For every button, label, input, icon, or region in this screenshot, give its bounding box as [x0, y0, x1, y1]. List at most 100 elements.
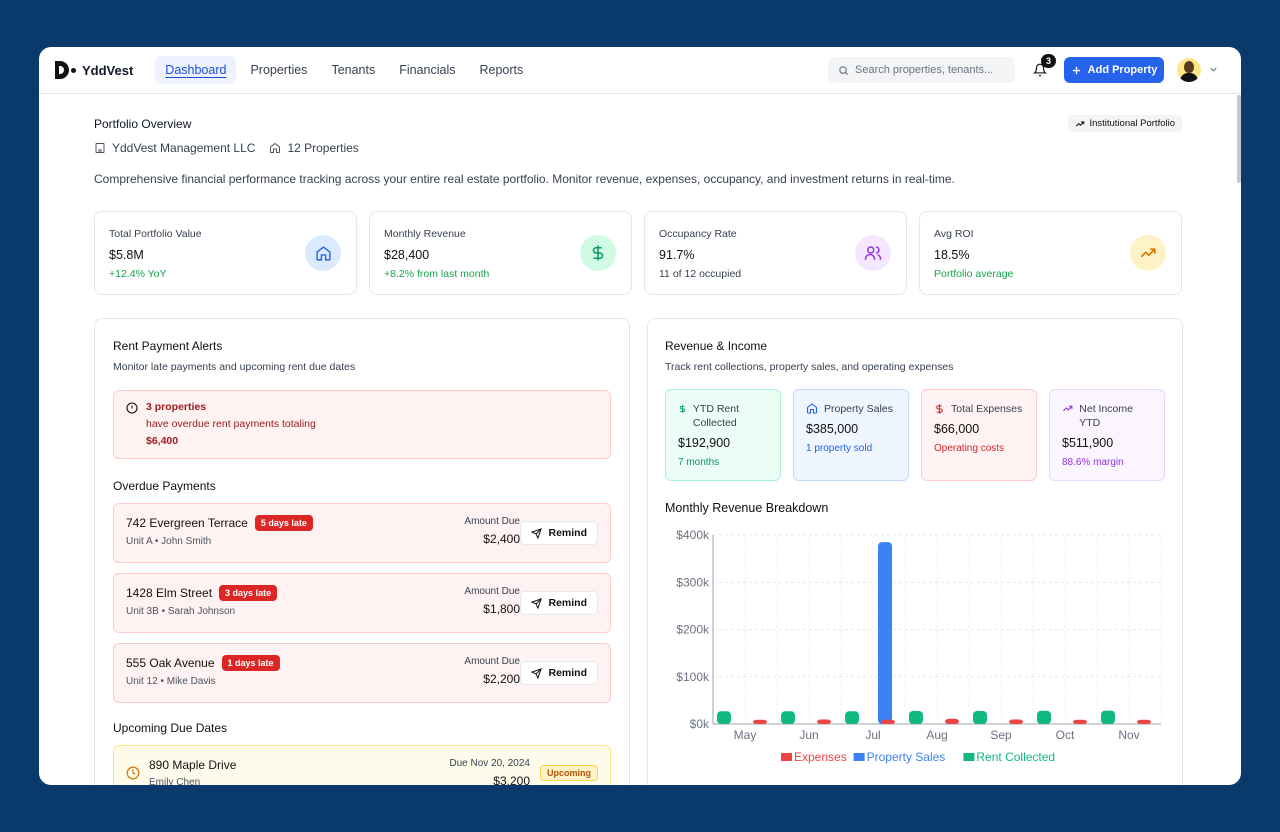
status-badge: Upcoming	[540, 765, 598, 781]
y-tick-label: $300k	[676, 575, 710, 589]
stat-value: $5.8M	[109, 248, 144, 262]
remind-label: Remind	[548, 527, 587, 539]
unit-tenant: Unit 3B • Sarah Johnson	[126, 606, 236, 617]
app-name: YddVest	[82, 62, 134, 78]
legend-swatch	[963, 753, 975, 761]
nav-properties[interactable]: Properties	[250, 63, 308, 77]
stat-value: 18.5%	[934, 248, 970, 262]
stat-subtext: +12.4% YoY	[109, 268, 167, 280]
bar-rent-collected	[1037, 710, 1051, 724]
kpi-property-sales: Property Sales $385,000 1 property sold	[793, 389, 909, 481]
late-badge: 1 days late	[221, 655, 280, 671]
section-title: Upcoming Due Dates	[113, 721, 228, 735]
amount-due: $2,400	[483, 532, 520, 546]
dollar-icon	[936, 404, 943, 414]
property-address: 1428 Elm Street	[126, 586, 213, 600]
panel-title: Rent Payment Alerts	[113, 339, 223, 353]
upcoming-payment-row: 890 Maple Drive Emily Chen Due Nov 20, 2…	[113, 745, 611, 785]
amount-due: $3,200	[493, 774, 530, 785]
legend-swatch	[781, 753, 792, 761]
unit-tenant: Unit A • John Smith	[126, 536, 212, 547]
overdue-payment-row: 1428 Elm Street 3 days late Unit 3B • Sar…	[113, 573, 611, 633]
panel-title: Revenue & Income	[665, 339, 768, 353]
rent-alerts-panel: Rent Payment Alerts Monitor late payment…	[94, 318, 630, 785]
clock-icon	[126, 766, 140, 780]
remind-button[interactable]: Remind	[520, 661, 598, 685]
send-icon	[531, 597, 543, 609]
chevron-down-icon[interactable]	[1208, 64, 1219, 75]
alert-count: 3 properties	[146, 401, 207, 413]
bar-rent-collected	[717, 711, 731, 724]
overdue-payment-row: 555 Oak Avenue 1 days late Unit 12 • Mike…	[113, 643, 611, 703]
dollar-icon	[580, 235, 616, 271]
panel-subtitle: Monitor late payments and upcoming rent …	[113, 361, 356, 373]
stat-label: Monthly Revenue	[384, 228, 466, 240]
kpi-value: $385,000	[806, 422, 859, 436]
kpi-label: Property Sales	[824, 403, 893, 415]
trending-up-icon	[1130, 235, 1166, 271]
remind-label: Remind	[548, 597, 587, 609]
y-tick-label: $0k	[690, 717, 710, 731]
search-input[interactable]: Search properties, tenants...	[828, 57, 1015, 83]
bar-property-sales	[878, 542, 892, 724]
nav-financials[interactable]: Financials	[399, 63, 456, 77]
send-icon	[531, 667, 543, 679]
bar-rent-collected	[845, 711, 859, 724]
amount-label: Amount Due	[464, 586, 520, 597]
stat-value: 91.7%	[659, 248, 695, 262]
x-tick-label: Sep	[990, 728, 1012, 742]
kpi-value: $511,900	[1062, 436, 1114, 450]
kpi-total-expenses: Total Expenses $66,000 Operating costs	[921, 389, 1037, 481]
portfolio-type-badge: Institutional Portfolio	[1068, 115, 1182, 132]
legend-swatch	[853, 753, 865, 761]
plus-icon	[1072, 66, 1080, 74]
alert-message: have overdue rent payments totaling	[146, 418, 316, 430]
bell-icon[interactable]	[1033, 63, 1047, 77]
nav-tenants[interactable]: Tenants	[331, 63, 376, 77]
nav-dashboard[interactable]: Dashboard	[155, 56, 237, 84]
kpi-net-income: Net Income YTD $511,900 88.6% margin	[1049, 389, 1165, 481]
y-tick-label: $400k	[676, 528, 710, 542]
portfolio-meta: YddVest Management LLC 12 Properties	[94, 141, 1182, 155]
notification-count-badge: 3	[1041, 54, 1056, 68]
kpi-value: $66,000	[934, 422, 980, 436]
kpi-ytd-rent: YTD Rent Collected $192,900 7 months	[665, 389, 781, 481]
trending-up-icon	[1076, 120, 1085, 126]
trending-up-icon	[1063, 405, 1073, 412]
logo[interactable]: YddVest	[55, 61, 133, 79]
revenue-bar-chart: $0k $100k $200k $300k $400k May Jun Jul Aug Sep Oc…	[676, 528, 1162, 764]
due-date: Due Nov 20, 2024	[449, 758, 530, 769]
remind-button[interactable]: Remind	[520, 591, 598, 615]
home-icon	[806, 403, 818, 414]
revenue-panel: Revenue & Income Track rent collections,…	[647, 318, 1183, 785]
main-content: Portfolio Overview Institutional Portfol…	[94, 115, 1182, 295]
nav-reports[interactable]: Reports	[479, 63, 524, 77]
search-icon	[839, 65, 849, 75]
stat-value: $28,400	[384, 248, 430, 262]
stat-card-portfolio-value: Total Portfolio Value $5.8M +12.4% YoY	[94, 211, 357, 295]
stat-subtext: 11 of 12 occupied	[659, 268, 742, 280]
scrollbar[interactable]	[1237, 95, 1241, 183]
top-nav-bar: YddVest Dashboard Properties Tenants Fin…	[39, 47, 1241, 94]
y-tick-label: $100k	[676, 670, 710, 684]
bar-expenses	[881, 719, 895, 724]
x-tick-label: Jun	[799, 728, 818, 742]
stat-card-avg-roi: Avg ROI 18.5% Portfolio average	[919, 211, 1182, 295]
add-property-button[interactable]: Add Property	[1064, 57, 1164, 83]
unit-tenant: Unit 12 • Mike Davis	[126, 676, 216, 687]
bar-rent-collected	[781, 711, 795, 724]
stat-label: Occupancy Rate	[659, 228, 737, 240]
kpi-label: Total Expenses	[951, 403, 1023, 415]
legend-label: Property Sales	[867, 750, 946, 764]
stat-label: Total Portfolio Value	[109, 228, 202, 240]
remind-button[interactable]: Remind	[520, 521, 598, 545]
property-address: 742 Evergreen Terrace	[126, 516, 248, 530]
bar-expenses	[945, 718, 959, 724]
revenue-kpis: YTD Rent Collected $192,900 7 months Pro…	[665, 389, 1165, 481]
legend-label: Rent Collected	[976, 750, 1055, 764]
late-badge: 3 days late	[219, 585, 278, 601]
late-badge: 5 days late	[254, 515, 313, 531]
home-icon	[305, 235, 341, 271]
avatar[interactable]	[1177, 58, 1201, 82]
page-title: Portfolio Overview	[94, 117, 192, 131]
